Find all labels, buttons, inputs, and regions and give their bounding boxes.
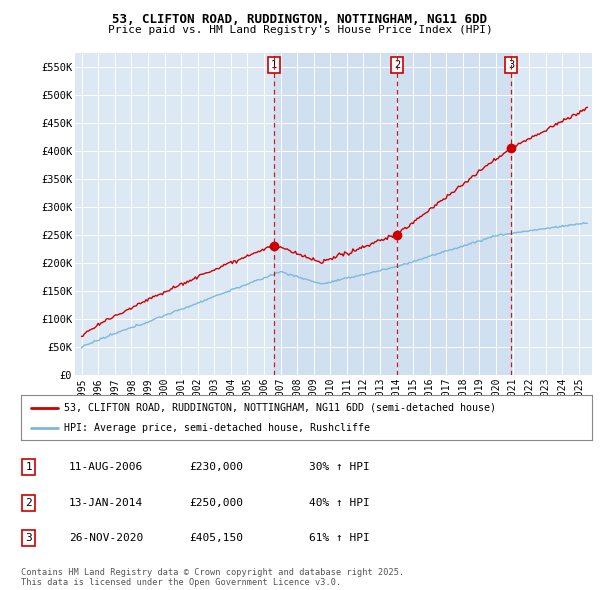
Bar [274,53,397,375]
Text: HPI: Average price, semi-detached house, Rushcliffe: HPI: Average price, semi-detached house,… [64,424,370,434]
Text: 40% ↑ HPI: 40% ↑ HPI [309,498,370,507]
Text: 1: 1 [271,60,277,70]
Text: 13-JAN-2014: 13-JAN-2014 [69,498,143,507]
Bar [397,53,511,375]
Text: 53, CLIFTON ROAD, RUDDINGTON, NOTTINGHAM, NG11 6DD (semi-detached house): 53, CLIFTON ROAD, RUDDINGTON, NOTTINGHAM… [64,403,496,412]
Text: 26-NOV-2020: 26-NOV-2020 [69,533,143,543]
Text: £250,000: £250,000 [189,498,243,507]
Text: £230,000: £230,000 [189,463,243,472]
Text: Price paid vs. HM Land Registry's House Price Index (HPI): Price paid vs. HM Land Registry's House … [107,25,493,35]
Text: 2: 2 [25,498,32,507]
Text: 2: 2 [394,60,400,70]
Text: 30% ↑ HPI: 30% ↑ HPI [309,463,370,472]
Text: 1: 1 [25,463,32,472]
Text: 3: 3 [508,60,514,70]
Text: 11-AUG-2006: 11-AUG-2006 [69,463,143,472]
Text: £405,150: £405,150 [189,533,243,543]
Text: 61% ↑ HPI: 61% ↑ HPI [309,533,370,543]
Text: Contains HM Land Registry data © Crown copyright and database right 2025.
This d: Contains HM Land Registry data © Crown c… [21,568,404,587]
Text: 3: 3 [25,533,32,543]
Text: 53, CLIFTON ROAD, RUDDINGTON, NOTTINGHAM, NG11 6DD: 53, CLIFTON ROAD, RUDDINGTON, NOTTINGHAM… [113,13,487,26]
